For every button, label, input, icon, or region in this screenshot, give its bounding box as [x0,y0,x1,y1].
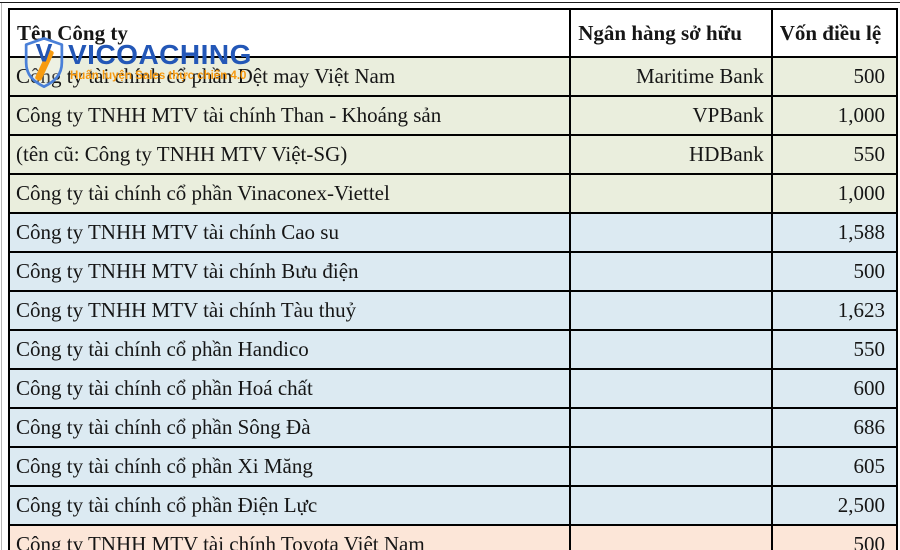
cell-bank [569,173,773,214]
table-row: (tên cũ: Công ty TNHH MTV Việt-SG) HDBank… [7,134,899,175]
cell-capital: 500 [770,56,899,97]
cell-bank [569,251,773,292]
left-edge-line [1,3,2,550]
cell-capital: 600 [770,368,899,409]
cell-capital: 1,623 [770,290,899,331]
table-row: Công ty TNHH MTV tài chính Tàu thuỷ 1,623 [7,290,899,331]
cell-name: Công ty TNHH MTV tài chính Than - Khoáng… [7,95,572,136]
table-row: Công ty tài chính cổ phần Vinaconex-Viet… [7,173,899,214]
cell-name: Công ty tài chính cổ phần Điện Lực [7,485,572,526]
cell-bank: Maritime Bank [569,56,773,97]
table-row: Công ty tài chính cổ phần Điện Lực 2,500 [7,485,899,526]
cell-bank [569,446,773,487]
cell-name: (tên cũ: Công ty TNHH MTV Việt-SG) [7,134,572,175]
cell-capital: 2,500 [770,485,899,526]
cell-name: Công ty tài chính cổ phần Xi Măng [7,446,572,487]
top-divider-line [0,2,900,3]
cell-capital: 550 [770,134,899,175]
table-header-row: Tên Công ty Ngân hàng sở hữu Vốn điều lệ [7,8,899,58]
table-row: Công ty tài chính cổ phần Sông Đà 686 [7,407,899,448]
table-row: Công ty tài chính cổ phần Handico 550 [7,329,899,370]
cell-capital: 500 [770,524,899,550]
column-header-company-name: Tên Công ty [7,8,572,58]
cell-capital: 1,000 [770,173,899,214]
cell-capital: 550 [770,329,899,370]
table-row: Công ty TNHH MTV tài chính Cao su 1,588 [7,212,899,253]
table-body: Công ty tài chính cổ phần Dệt may Việt N… [7,56,899,550]
finance-companies-table: Tên Công ty Ngân hàng sở hữu Vốn điều lệ… [7,8,899,550]
cell-name: Công ty TNHH MTV tài chính Bưu điện [7,251,572,292]
cell-name: Công ty tài chính cổ phần Handico [7,329,572,370]
table-row: Công ty TNHH MTV tài chính Bưu điện 500 [7,251,899,292]
cell-bank [569,212,773,253]
cell-name: Công ty tài chính cổ phần Dệt may Việt N… [7,56,572,97]
column-header-owning-bank: Ngân hàng sở hữu [569,8,773,58]
cell-bank [569,290,773,331]
cell-capital: 500 [770,251,899,292]
cell-name: Công ty tài chính cổ phần Sông Đà [7,407,572,448]
table-row: Công ty tài chính cổ phần Xi Măng 605 [7,446,899,487]
cell-capital: 686 [770,407,899,448]
cell-bank: HDBank [569,134,773,175]
table-row: Công ty TNHH MTV tài chính Than - Khoáng… [7,95,899,136]
cell-capital: 605 [770,446,899,487]
cell-bank [569,407,773,448]
column-header-charter-capital: Vốn điều lệ [770,8,899,58]
cell-bank [569,485,773,526]
cell-bank [569,368,773,409]
table-row: Công ty TNHH MTV tài chính Toyota Việt N… [7,524,899,550]
cell-name: Công ty TNHH MTV tài chính Tàu thuỷ [7,290,572,331]
cell-name: Công ty tài chính cổ phần Vinaconex-Viet… [7,173,572,214]
cell-name: Công ty TNHH MTV tài chính Cao su [7,212,572,253]
table-row: Công ty tài chính cổ phần Hoá chất 600 [7,368,899,409]
cell-capital: 1,000 [770,95,899,136]
cell-name: Công ty TNHH MTV tài chính Toyota Việt N… [7,524,572,550]
cell-bank: VPBank [569,95,773,136]
cell-bank [569,329,773,370]
table-row: Công ty tài chính cổ phần Dệt may Việt N… [7,56,899,97]
cell-capital: 1,588 [770,212,899,253]
cell-name: Công ty tài chính cổ phần Hoá chất [7,368,572,409]
cell-bank [569,524,773,550]
